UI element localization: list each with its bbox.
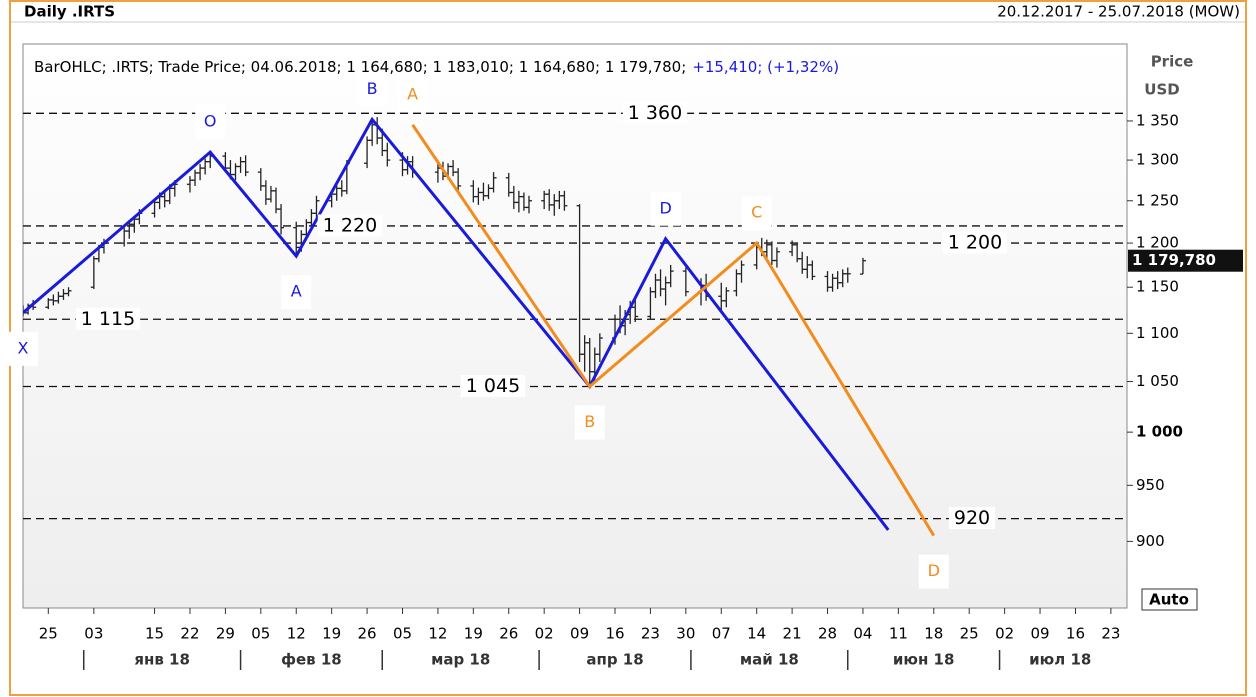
y-tick-label: 1 100: [1136, 324, 1179, 342]
y-axis-unit: USD: [1144, 81, 1179, 99]
level-label-bg: [460, 374, 526, 397]
last-price-label: 1 179,780: [1132, 251, 1216, 269]
pattern-label-bg: [8, 331, 38, 366]
pattern-label: D: [659, 198, 671, 217]
x-tick-label: 26: [499, 625, 518, 643]
level-label-bg: [942, 231, 1008, 254]
x-tick-label: 22: [180, 625, 199, 643]
pattern-label: A: [291, 282, 302, 301]
pattern-label: X: [18, 338, 29, 357]
level-label-bg: [948, 507, 996, 530]
x-tick-label: 16: [605, 625, 624, 643]
pattern-label-bg: [397, 77, 428, 112]
x-tick-label: 02: [535, 625, 554, 643]
pattern-line: [23, 116, 890, 531]
x-tick-label: 21: [783, 625, 802, 643]
y-tick-label: 950: [1136, 476, 1165, 494]
x-tick-label: 02: [995, 625, 1014, 643]
month-label: фев 18: [281, 651, 342, 669]
last-price-box: [1128, 249, 1243, 272]
y-tick-label: 1 350: [1136, 111, 1179, 129]
x-tick-label: 12: [428, 625, 447, 643]
month-label: апр 18: [586, 651, 643, 669]
level-label: 920: [954, 507, 990, 529]
x-tick-label: 26: [358, 625, 377, 643]
level-label: 1 045: [466, 375, 520, 397]
month-label: июл 18: [1029, 651, 1091, 669]
pattern-label: A: [407, 84, 418, 103]
x-tick-label: 12: [287, 625, 306, 643]
x-tick-label: 11: [889, 625, 908, 643]
month-label: май 18: [740, 651, 799, 669]
y-axis-title: Price: [1151, 53, 1194, 71]
y-tick-label: 1 000: [1136, 423, 1183, 441]
pattern-label-bg: [650, 191, 681, 226]
legend: BarOHLC; .IRTS; Trade Price; 04.06.2018;…: [34, 58, 839, 76]
x-tick-label: 19: [322, 625, 341, 643]
pattern-label-bg: [574, 405, 605, 440]
x-tick-label: 05: [393, 625, 412, 643]
pattern-label-bg: [918, 554, 949, 589]
legend-text: BarOHLC; .IRTS; Trade Price; 04.06.2018;…: [34, 58, 686, 76]
month-label: июн 18: [893, 651, 955, 669]
level-label: 1 220: [323, 214, 377, 236]
x-tick-label: 30: [676, 625, 695, 643]
auto-button[interactable]: [1141, 588, 1198, 611]
x-tick-label: 07: [712, 625, 731, 643]
level-label-bg: [75, 307, 141, 330]
legend-change: +15,410; (+1,32%): [692, 58, 839, 76]
pattern-label-bg: [741, 196, 772, 231]
x-tick-label: 14: [747, 625, 766, 643]
x-tick-label: 04: [853, 625, 872, 643]
y-tick-label: 1 050: [1136, 372, 1179, 390]
x-tick-label: 25: [39, 625, 58, 643]
x-tick-label: 09: [570, 625, 589, 643]
pattern-label: B: [584, 412, 595, 431]
y-tick-label: 900: [1136, 532, 1165, 550]
y-tick-label: 1 250: [1136, 191, 1179, 209]
x-tick-label: 29: [216, 625, 235, 643]
level-label: 1 200: [948, 232, 1002, 254]
pattern-label: O: [204, 112, 217, 131]
y-tick-label: 1 150: [1136, 278, 1179, 296]
level-label-bg: [622, 101, 688, 124]
x-tick-label: 15: [145, 625, 164, 643]
date-range: 20.12.2017 - 25.07.2018 (MOW): [997, 3, 1240, 21]
level-label-bg: [317, 214, 383, 237]
pattern-label-bg: [195, 105, 226, 140]
level-label: 1 115: [81, 308, 135, 330]
pattern-line: [411, 123, 936, 537]
x-tick-label: 05: [251, 625, 270, 643]
x-tick-label: 19: [464, 625, 483, 643]
pattern-label-bg: [357, 72, 388, 107]
x-tick-label: 03: [84, 625, 103, 643]
x-tick-label: 09: [1030, 625, 1049, 643]
x-tick-label: 25: [960, 625, 979, 643]
month-label: янв 18: [134, 651, 190, 669]
pattern-label: B: [367, 79, 378, 98]
x-tick-label: 16: [1066, 625, 1085, 643]
y-tick-label: 1 300: [1136, 151, 1179, 169]
chart-title: Daily .IRTS: [24, 3, 115, 21]
auto-button-label[interactable]: Auto: [1149, 591, 1189, 609]
pattern-label-bg: [281, 275, 312, 310]
x-tick-label: 18: [924, 625, 943, 643]
month-label: мар 18: [431, 651, 490, 669]
level-label: 1 360: [628, 102, 682, 124]
x-tick-label: 23: [641, 625, 660, 643]
pattern-label: C: [751, 203, 762, 222]
x-tick-label: 28: [818, 625, 837, 643]
x-tick-label: 23: [1101, 625, 1120, 643]
y-tick-label: 1 200: [1136, 234, 1179, 252]
pattern-label: D: [928, 561, 940, 580]
